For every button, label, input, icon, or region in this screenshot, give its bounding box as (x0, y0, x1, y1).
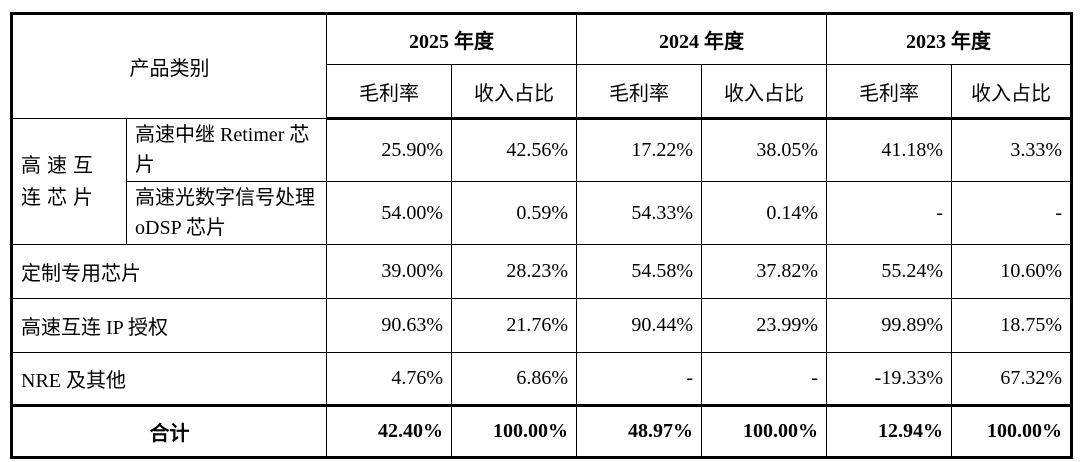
subheader: 收入占比 (451, 64, 577, 120)
cell: 54.33% (576, 181, 702, 245)
cell: 0.59% (451, 181, 577, 245)
row-label: 定制专用芯片 (11, 244, 327, 299)
group-label: 高速互连芯片 (11, 118, 127, 245)
row: 高速互连 IP 授权 90.63% 21.76% 90.44% 23.99% 99.89%… (11, 298, 1072, 353)
table-body: 高速互连芯片 高速中继 Retimer 芯片 25.90% 42.56% 17.22% 3… (11, 118, 1072, 458)
row-label: NRE 及其他 (11, 352, 327, 406)
cell: - (826, 181, 952, 245)
cell: 41.18% (826, 118, 952, 182)
row: 高速光数字信号处理 oDSP 芯片 54.00% 0.59% 54.33% 0.14% -… (12, 181, 1072, 245)
cell: 38.05% (701, 118, 827, 182)
cell: 90.63% (326, 298, 452, 353)
row-label: 高速中继 Retimer 芯片 (126, 118, 327, 182)
total-cell: 100.00% (951, 404, 1072, 458)
row: 定制专用芯片 39.00% 28.23% 54.58% 37.82% 55.24% 10.6… (11, 244, 1072, 299)
cell: 4.76% (326, 352, 452, 406)
row: NRE 及其他 4.76% 6.86% - - -19.33% 67.32% (11, 352, 1072, 406)
row-label: 高速互连 IP 授权 (11, 298, 327, 353)
total-row: 合计 42.40% 100.00% 48.97% 100.00% 12.94% 100.00… (11, 404, 1072, 458)
row: 高速互连芯片 高速中继 Retimer 芯片 25.90% 42.56% 17.22% 3… (11, 118, 1072, 245)
subheader: 收入占比 (701, 64, 827, 120)
cell: 99.89% (826, 298, 952, 353)
total-cell: 48.97% (576, 404, 702, 458)
cell: - (576, 352, 702, 406)
row-label: 高速光数字信号处理 oDSP 芯片 (126, 181, 327, 245)
year-header: 2023 年度 (826, 13, 1072, 65)
cell: 54.58% (576, 244, 702, 299)
cell: 55.24% (826, 244, 952, 299)
year-header: 2024 年度 (576, 13, 827, 65)
cell: 21.76% (451, 298, 577, 353)
cell: - (951, 181, 1072, 245)
cell: 42.56% (451, 118, 577, 182)
total-label: 合计 (11, 404, 327, 458)
cell: 28.23% (451, 244, 577, 299)
cell: 6.86% (451, 352, 577, 406)
margin-table: 产品类别 2025 年度 2024 年度 2023 年度 毛利率 收入占比 毛利率收… (10, 12, 1073, 459)
cell: 10.60% (951, 244, 1072, 299)
cell: 18.75% (951, 298, 1072, 353)
cell: 25.90% (326, 118, 452, 182)
cell: 90.44% (576, 298, 702, 353)
total-cell: 100.00% (701, 404, 827, 458)
subheader: 毛利率 (326, 64, 452, 120)
total-cell: 12.94% (826, 404, 952, 458)
subheader: 毛利率 (576, 64, 702, 120)
cell: 17.22% (576, 118, 702, 182)
cell: -19.33% (826, 352, 952, 406)
subheader: 毛利率 (826, 64, 952, 120)
cell: 3.33% (951, 118, 1072, 182)
subheader: 收入占比 (951, 64, 1072, 120)
total-cell: 100.00% (451, 404, 577, 458)
cell: - (701, 352, 827, 406)
category-header: 产品类别 (11, 13, 327, 119)
cell: 23.99% (701, 298, 827, 353)
year-header: 2025 年度 (326, 13, 577, 65)
cell: 54.00% (326, 181, 452, 245)
cell: 39.00% (326, 244, 452, 299)
cell: 67.32% (951, 352, 1072, 406)
subheader-row: 毛利率 收入占比 毛利率 收入占比 毛利率 收入占比 (12, 64, 1072, 120)
cell: 0.14% (701, 181, 827, 245)
total-cell: 42.40% (326, 404, 452, 458)
cell: 37.82% (701, 244, 827, 299)
